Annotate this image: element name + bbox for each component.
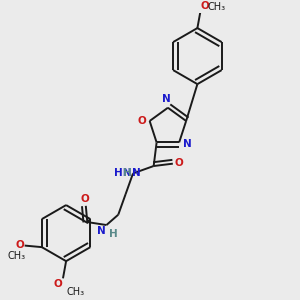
Text: O: O	[54, 279, 63, 289]
Text: N: N	[162, 94, 171, 104]
Text: O: O	[201, 1, 210, 11]
Text: H: H	[123, 167, 131, 178]
Text: CH₃: CH₃	[208, 2, 226, 11]
Text: O: O	[16, 240, 24, 250]
Text: O: O	[81, 194, 90, 204]
Text: O: O	[175, 158, 183, 168]
Text: HN: HN	[114, 167, 131, 178]
Text: O: O	[137, 116, 146, 126]
Text: N: N	[97, 226, 106, 236]
Text: CH₃: CH₃	[7, 251, 25, 261]
Text: CH₃: CH₃	[66, 287, 84, 297]
Text: H: H	[109, 229, 118, 238]
Text: N: N	[132, 167, 141, 178]
Text: N: N	[183, 139, 191, 149]
